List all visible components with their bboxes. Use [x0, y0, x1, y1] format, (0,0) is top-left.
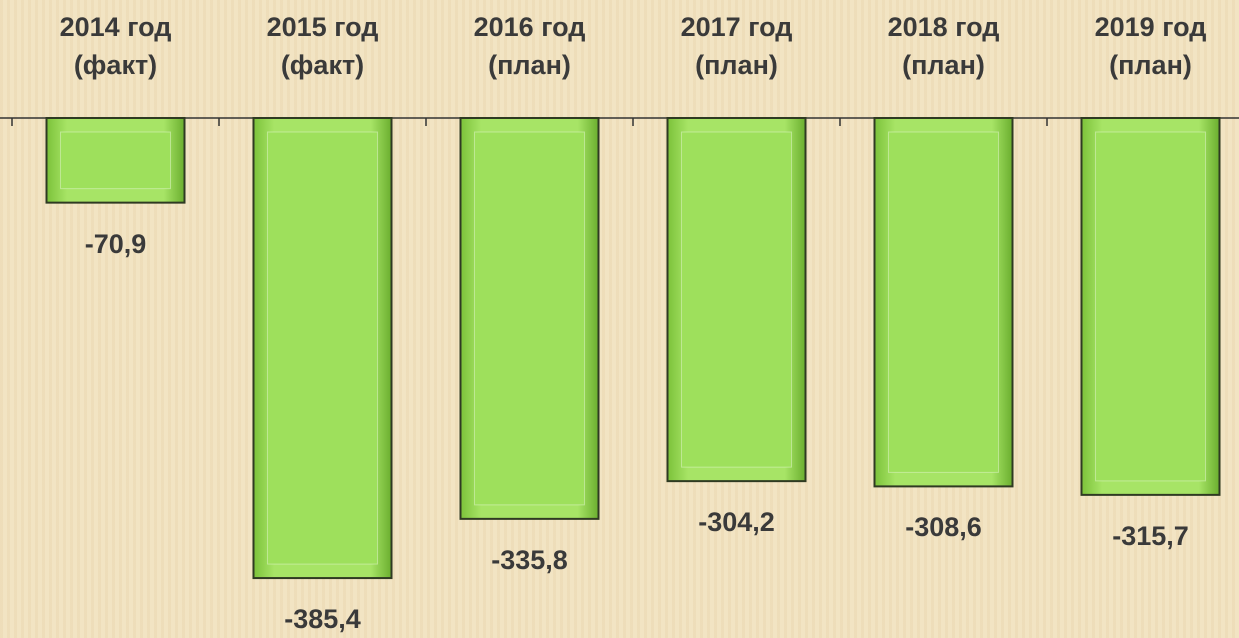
x-tick-label: 2014 год (факт) — [16, 8, 216, 84]
data-label: -70,9 — [16, 225, 216, 263]
x-tick-label: 2018 год (план) — [844, 8, 1044, 84]
data-label: -385,4 — [223, 600, 423, 638]
x-tick-label: 2015 год (факт) — [223, 8, 423, 84]
x-tick-label: 2019 год (план) — [1051, 8, 1239, 84]
x-tick-label: 2017 год (план) — [637, 8, 837, 84]
bar-bevel — [61, 132, 171, 189]
bar-bevel — [1096, 132, 1206, 481]
data-label: -304,2 — [637, 503, 837, 541]
bar-bevel — [268, 132, 378, 564]
bar-bevel — [682, 132, 792, 467]
bar-bevel — [889, 132, 999, 472]
data-label: -335,8 — [430, 541, 630, 579]
bar-bevel — [475, 132, 585, 505]
data-label: -308,6 — [844, 508, 1044, 546]
data-label: -315,7 — [1051, 517, 1239, 555]
x-tick-label: 2016 год (план) — [430, 8, 630, 84]
